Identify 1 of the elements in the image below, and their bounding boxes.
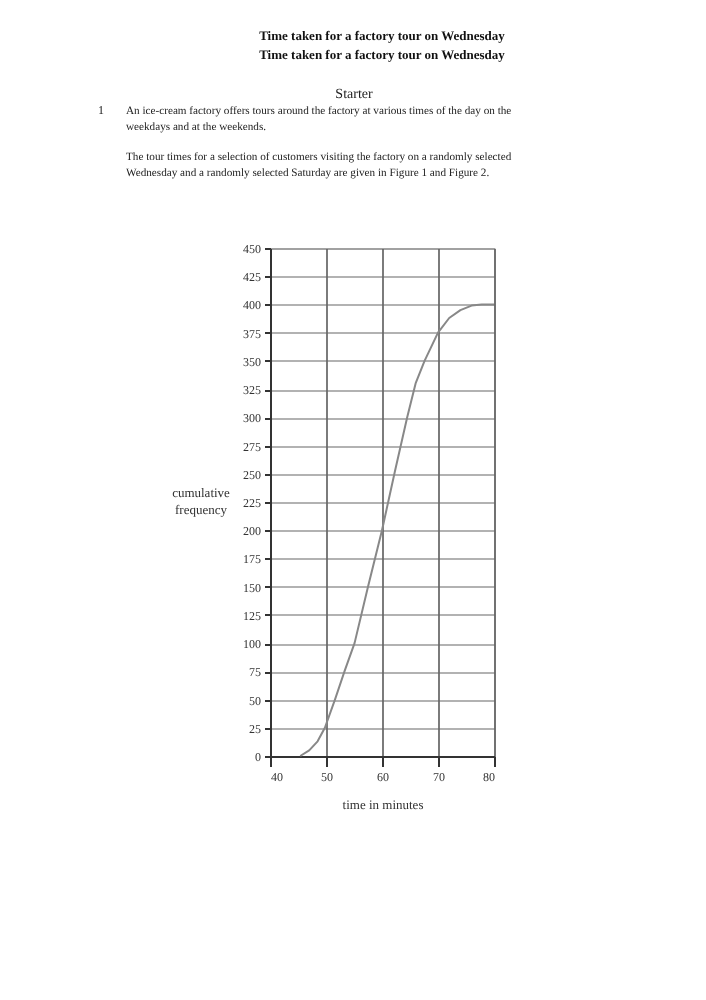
- line-series: [299, 303, 495, 757]
